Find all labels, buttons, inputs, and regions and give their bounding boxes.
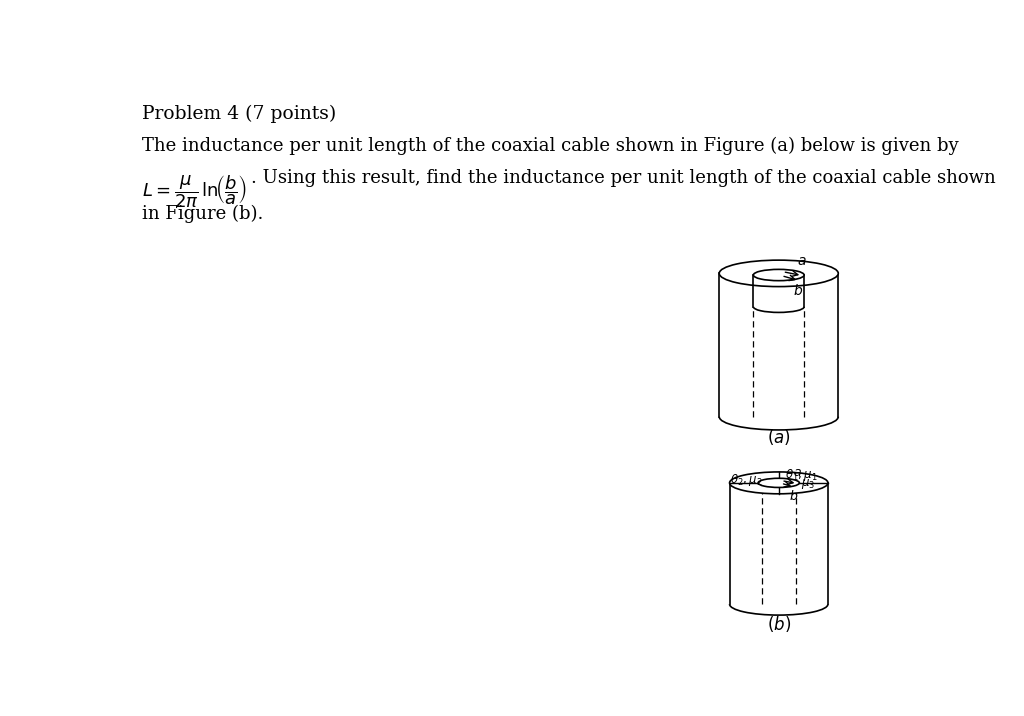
Text: Problem 4 (7 points): Problem 4 (7 points) [142,105,337,123]
Text: The inductance per unit length of the coaxial cable shown in Figure (a) below is: The inductance per unit length of the co… [142,137,958,155]
Text: $a$: $a$ [797,254,806,268]
Ellipse shape [754,269,804,281]
Text: $b$: $b$ [790,489,799,503]
Text: $\theta_2,\mu_2$: $\theta_2,\mu_2$ [729,472,762,488]
Text: $\mu_3$: $\mu_3$ [801,477,815,490]
Text: . Using this result, find the inductance per unit length of the coaxial cable sh: . Using this result, find the inductance… [251,168,995,187]
Text: $a$: $a$ [793,466,802,480]
Text: $(b)$: $(b)$ [767,614,791,634]
Text: $L = \dfrac{\mu}{2\pi}\,\mathrm{ln}\!\left(\dfrac{b}{a}\right)$: $L = \dfrac{\mu}{2\pi}\,\mathrm{ln}\!\le… [142,173,248,210]
Text: $(a)$: $(a)$ [767,427,791,447]
Text: $\theta_1,\mu_1$: $\theta_1,\mu_1$ [784,467,817,483]
Text: in Figure (b).: in Figure (b). [142,205,263,223]
Ellipse shape [758,478,800,488]
Text: $b$: $b$ [793,284,803,299]
Ellipse shape [729,472,828,494]
Ellipse shape [719,260,839,286]
